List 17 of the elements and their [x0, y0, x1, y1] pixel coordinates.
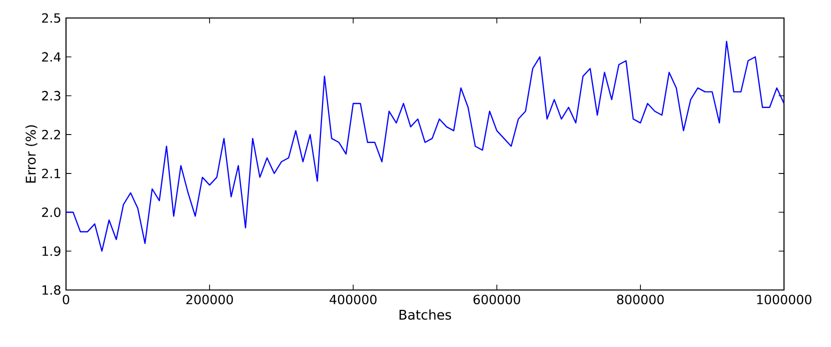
- x-tick-label: 200000: [186, 294, 233, 304]
- y-tick-label: 1.9: [42, 246, 60, 256]
- y-tick-label: 2.4: [42, 52, 61, 62]
- x-tick-label: 0: [62, 294, 70, 304]
- x-tick-label: 400000: [330, 294, 377, 304]
- y-axis-title: Error (%): [25, 125, 38, 183]
- x-tick-label: 600000: [474, 294, 520, 304]
- x-tick-label: 1000000: [757, 294, 812, 304]
- y-tick-label: 2.3: [42, 90, 60, 101]
- y-tick-label: 1.8: [42, 285, 60, 295]
- y-tick-label: 2.5: [42, 13, 60, 23]
- y-tick-label: 2.0: [42, 207, 60, 218]
- line-series: [65, 40, 785, 252]
- y-tick-label: 2.2: [42, 130, 60, 140]
- x-tick-label: 800000: [617, 294, 664, 304]
- x-axis-title: Batches: [400, 309, 452, 320]
- y-tick-label: 2.1: [42, 168, 60, 178]
